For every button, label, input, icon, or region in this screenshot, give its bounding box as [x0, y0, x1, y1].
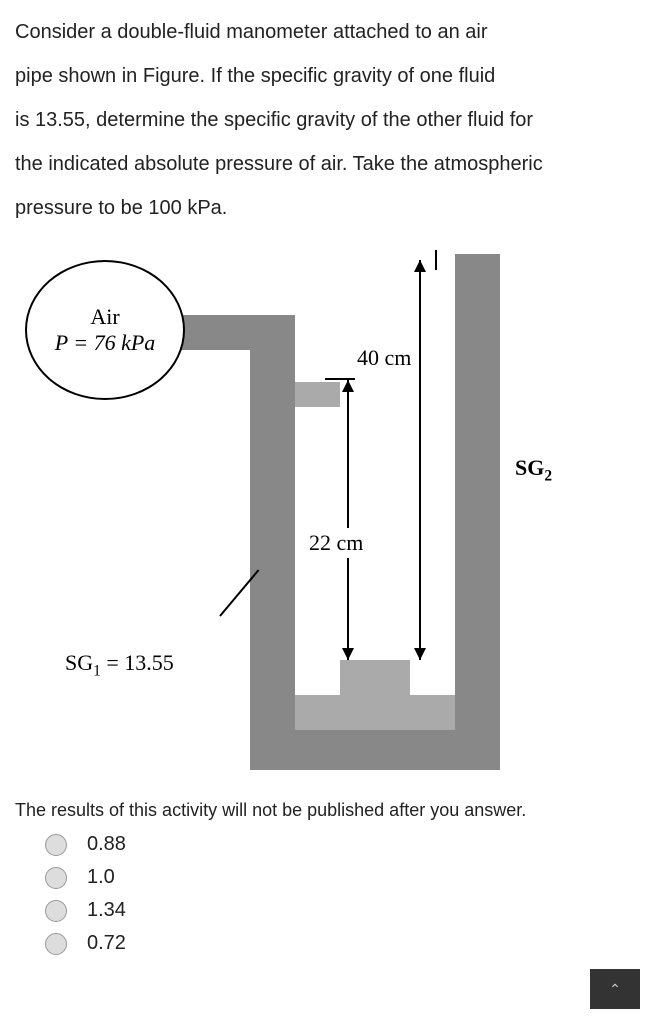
dimension-line: [347, 380, 349, 660]
radio-icon[interactable]: [45, 900, 67, 922]
air-pipe-circle: Air P = 76 kPa: [25, 260, 185, 400]
answer-option[interactable]: 1.34: [45, 899, 640, 922]
problem-line: Consider a double-fluid manometer attach…: [15, 10, 640, 54]
dimension-line: [419, 260, 421, 660]
answer-option[interactable]: 0.72: [45, 932, 640, 955]
radio-icon[interactable]: [45, 867, 67, 889]
arrow-icon: [414, 648, 426, 660]
scroll-top-button[interactable]: ⌃: [590, 969, 640, 1009]
problem-line: the indicated absolute pressure of air. …: [15, 142, 640, 186]
pressure-label: P = 76 kPa: [55, 330, 156, 356]
pipe-segment: [250, 315, 295, 760]
problem-line: pipe shown in Figure. If the specific gr…: [15, 54, 640, 98]
dimension-22cm: 22 cm: [307, 528, 365, 558]
sg2-label: SG2: [515, 455, 552, 485]
answer-option[interactable]: 1.0: [45, 866, 640, 889]
fluid-region: [295, 382, 340, 407]
arrow-icon: [414, 260, 426, 272]
arrow-icon: [342, 380, 354, 392]
dimension-40cm: 40 cm: [357, 345, 411, 371]
option-label: 0.88: [87, 833, 126, 856]
problem-line: is 13.55, determine the specific gravity…: [15, 98, 640, 142]
arrow-icon: [342, 648, 354, 660]
answer-option[interactable]: 0.88: [45, 833, 640, 856]
pipe-segment: [170, 315, 270, 350]
option-label: 0.72: [87, 932, 126, 955]
option-label: 1.0: [87, 866, 115, 889]
problem-line: pressure to be 100 kPa.: [15, 186, 640, 230]
radio-icon[interactable]: [45, 834, 67, 856]
radio-icon[interactable]: [45, 933, 67, 955]
results-note: The results of this activity will not be…: [15, 800, 640, 821]
chevron-up-icon: ⌃: [609, 981, 621, 998]
pipe-segment: [455, 254, 500, 764]
manometer-diagram: Air P = 76 kPa 40 cm 22 cm SG1 = 13.55 S…: [25, 260, 545, 780]
sg1-label: SG1 = 13.55: [65, 650, 174, 680]
dimension-tick: [435, 250, 437, 270]
option-label: 1.34: [87, 899, 126, 922]
problem-statement: Consider a double-fluid manometer attach…: [15, 10, 640, 230]
air-label: Air: [90, 304, 119, 330]
inner-tube: [410, 275, 455, 695]
